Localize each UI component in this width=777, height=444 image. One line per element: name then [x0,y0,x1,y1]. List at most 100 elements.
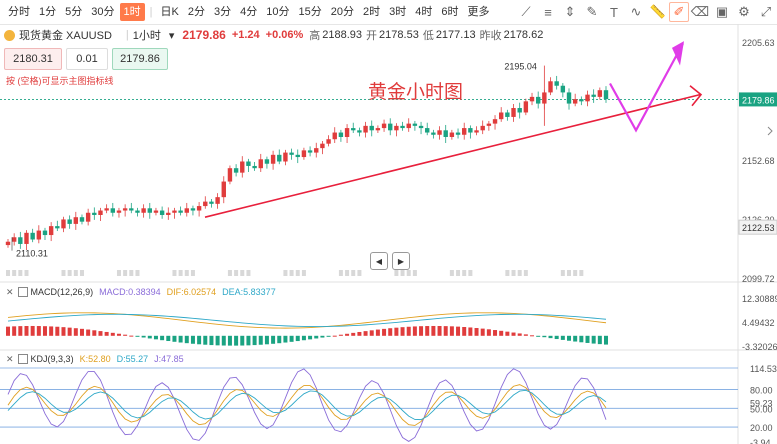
macd-histogram-bar [536,335,541,337]
candle-body [400,125,405,129]
interval-12[interactable]: 2时 [362,6,381,18]
macd-histogram-bar [234,335,239,346]
interval-3[interactable]: 30分 [91,6,115,18]
candle-body [344,128,350,137]
kdj-tick: 50.00 [750,404,773,414]
interval-7[interactable]: 3分 [213,6,232,18]
interval-8[interactable]: 4分 [240,6,258,18]
text-icon[interactable]: T [610,4,618,20]
eraser-icon[interactable]: ⌫ [690,4,710,19]
macd-histogram-bar [98,331,103,336]
fibonacci-icon[interactable]: ≡ [544,4,552,20]
trend-line [204,93,701,218]
candle-body [585,94,590,102]
buy-price-box[interactable]: 2179.86 [112,48,168,70]
candle-body [431,132,436,135]
candle-body [110,208,116,213]
low-value: 2177.13 [435,29,476,41]
macd-histogram-bar [258,335,263,345]
macd-histogram-bar [443,326,448,336]
macd-histogram-bar [55,326,60,336]
macd-histogram-bar [61,327,66,336]
macd-histogram-bar [203,335,208,345]
candle-body [85,212,91,222]
volume-bar [73,270,78,276]
candle-body [406,123,411,129]
interval-2[interactable]: 5分 [65,6,83,18]
volume-bar [511,270,516,276]
candle-body [61,219,66,229]
checkbox-icon[interactable] [17,354,28,364]
brush-icon[interactable]: ✎ [586,4,598,19]
candle-body [227,168,233,182]
macd-histogram-bar [92,330,97,336]
interval-9[interactable]: 10分 [266,6,290,18]
candle-body [30,232,35,240]
interval-15[interactable]: 6时 [441,6,459,18]
last-price: 2179.86 [182,28,226,42]
candle-body [597,90,603,97]
macd-histogram-bar [289,335,294,342]
wave-icon[interactable]: ∿ [630,4,642,19]
candle-body [498,112,504,120]
macd-histogram-bar [369,330,374,336]
quantity-input[interactable]: 0.01 [66,48,108,70]
checkbox-icon[interactable] [17,287,28,297]
interval-11[interactable]: 20分 [330,6,354,18]
price-change-pct: +0.06% [265,29,304,41]
candle-body [363,125,368,133]
volume-bar [12,270,17,276]
kdj-title: KDJ(9,3,3) [30,354,74,364]
macd-histogram-bar [493,330,498,336]
interval-14[interactable]: 4时 [415,6,433,18]
timeframe-label[interactable]: 1小时 [132,30,161,42]
candle-body [511,108,516,117]
interval-0[interactable]: 分时 [8,6,30,18]
trend-line-icon[interactable]: ⟋ [521,4,531,19]
interval-16[interactable]: 更多 [467,6,490,18]
screenshot-icon[interactable]: ▣ [715,4,729,19]
macd-histogram-bar [209,335,214,346]
candle-body [141,208,146,213]
chevron-down-icon[interactable]: ▾ [168,29,175,42]
volume-bar [184,270,189,276]
sell-price-box[interactable]: 2180.31 [4,48,62,70]
macd-histogram-bar [116,333,121,336]
ruler-icon[interactable]: 📏 [649,4,667,19]
price-range-icon[interactable]: ⇕ [564,4,576,19]
macd-histogram-bar [474,328,479,336]
symbol-name[interactable]: 现货黄金 XAUUSD [19,30,112,42]
close-icon[interactable]: ✕ [6,286,14,297]
previous-icon[interactable]: ◀ [370,252,388,270]
interval-10[interactable]: 15分 [298,6,322,18]
candle-body [104,208,109,211]
macd-histogram-bar [382,328,387,336]
close-icon[interactable]: ✕ [6,353,14,364]
interval-1[interactable]: 1分 [39,6,57,18]
fullscreen-icon[interactable]: ⤢ [760,4,772,19]
volume-bar [135,270,140,276]
volume-bar [338,270,343,276]
edit-icon[interactable]: ✐ [669,2,689,22]
candle-body [264,159,270,164]
macd-histogram-bar [579,335,584,343]
interval-4[interactable]: 1时 [119,3,145,21]
settings-icon[interactable]: ⚙ [738,4,750,19]
candle-body [190,208,196,211]
volume-bar [246,270,251,276]
candle-body [295,154,300,158]
low-label: 低 [422,30,434,42]
interval-6[interactable]: 2分 [187,6,205,18]
macd-histogram-bar [147,335,152,339]
volume-bar [289,270,294,276]
candle-body [351,128,356,131]
volume-bar [116,270,121,276]
volume-bar [129,270,134,276]
next-icon[interactable]: ▶ [392,252,410,270]
interval-5[interactable]: 日K [160,6,179,18]
indicator-hint: 按 (空格)可显示主图指标线 [6,76,114,86]
interval-13[interactable]: 3时 [389,6,407,18]
candle-body [153,210,159,213]
volume-bar [295,270,300,276]
